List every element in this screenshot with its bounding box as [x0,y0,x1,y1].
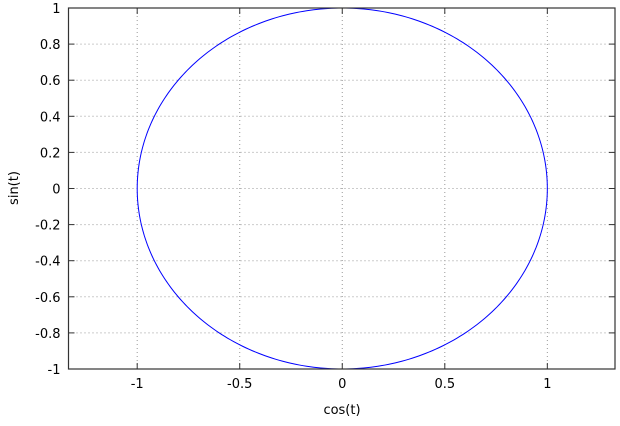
y-axis-label: sin(t) [7,171,22,205]
ticks: -1 -0.5 0 0.5 1 -1 -0.8 -0.6 -0.4 -0.2 0 0.2 0.4 0.6 0… [35,2,615,392]
y-tick-label: 0.6 [40,74,61,89]
x-tick-label: 0.5 [434,377,455,392]
grid [68,7,615,370]
y-tick-label: 0.4 [40,110,61,125]
y-tick-label: 0 [52,183,60,198]
x-tick-label: 0 [338,377,346,392]
y-tick-label: 0.8 [40,38,61,53]
x-tick-label: -0.5 [227,377,252,392]
y-tick-label: -1 [48,363,61,378]
series-line-circle [136,7,548,370]
y-tick-label: 1 [52,2,60,17]
y-tick-label: 0.2 [40,146,61,161]
series-layer [136,7,548,370]
x-axis-label: cos(t) [323,403,360,418]
y-tick-label: -0.6 [35,291,60,306]
y-tick-label: -0.8 [35,327,60,342]
x-tick-label: -1 [131,377,144,392]
y-tick-label: -0.4 [35,255,60,270]
x-tick-label: 1 [543,377,551,392]
y-tick-label: -0.2 [35,219,60,234]
